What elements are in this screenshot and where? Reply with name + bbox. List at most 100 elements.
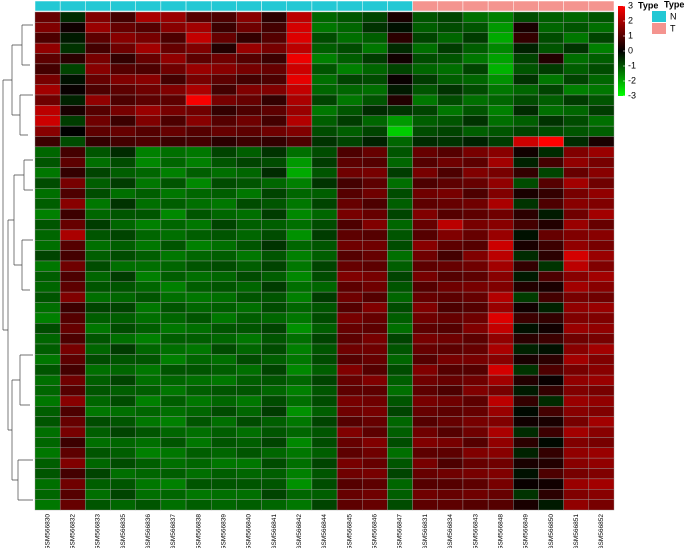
heatmap-cell <box>412 53 438 65</box>
heatmap-cell <box>513 343 539 355</box>
heatmap-cell <box>412 177 438 189</box>
heatmap-cell <box>286 250 313 262</box>
heatmap-cell <box>412 136 438 148</box>
heatmap-cell <box>311 499 338 511</box>
heatmap-cell <box>563 437 590 448</box>
heatmap-cell <box>563 219 590 231</box>
heatmap-cell <box>135 260 162 272</box>
heatmap-cell <box>588 489 615 500</box>
heatmap-cell <box>160 302 187 314</box>
heatmap-cell <box>59 42 86 54</box>
column-label: GSM566836 <box>145 514 152 548</box>
heatmap-cell <box>437 406 464 417</box>
heatmap-cell <box>563 229 590 241</box>
heatmap-cell <box>286 457 313 469</box>
heatmap-cell <box>336 395 363 407</box>
heatmap-cell <box>487 457 514 469</box>
heatmap-cell <box>211 291 237 303</box>
heatmap-cell <box>286 84 313 96</box>
heatmap-cell <box>437 250 464 262</box>
heatmap-cell <box>211 115 237 127</box>
heatmap-cell <box>336 478 363 490</box>
heatmap-cell <box>588 167 615 179</box>
heatmap-cell <box>437 188 464 199</box>
heatmap-cell <box>513 499 539 511</box>
heatmap-cell <box>387 437 413 448</box>
heatmap-cell <box>59 84 86 96</box>
heatmap-cell <box>135 74 162 85</box>
heatmap-cell <box>110 63 136 75</box>
heatmap-cell <box>236 374 262 386</box>
heatmap-cell <box>110 291 136 303</box>
heatmap-cell <box>211 385 237 397</box>
heatmap-cell <box>59 167 86 179</box>
heatmap-cell <box>538 406 564 417</box>
heatmap-cell <box>336 32 363 44</box>
heatmap-cell <box>588 333 615 345</box>
heatmap-cell <box>236 208 262 220</box>
heatmap-cell <box>34 63 61 75</box>
heatmap-cell <box>286 11 313 23</box>
heatmap-cell <box>336 42 363 54</box>
heatmap-cell <box>336 229 363 241</box>
heatmap-cell <box>135 457 162 469</box>
heatmap-cell <box>311 167 338 179</box>
annotation-cell <box>362 0 388 12</box>
heatmap-cell <box>362 354 388 365</box>
heatmap-cell <box>437 94 464 106</box>
heatmap-cell <box>336 343 363 355</box>
heatmap-cell <box>85 395 111 407</box>
heatmap-cell <box>462 291 489 303</box>
heatmap-cell <box>462 260 489 272</box>
heatmap-cell <box>362 260 388 272</box>
heatmap-cell <box>513 281 539 293</box>
heatmap-cell <box>311 229 338 241</box>
heatmap-cell <box>487 447 514 459</box>
heatmap-cell <box>59 457 86 469</box>
heatmap-cell <box>85 416 111 428</box>
heatmap-cell <box>34 115 61 127</box>
heatmap-cell <box>211 364 237 376</box>
heatmap-cell <box>513 157 539 168</box>
heatmap-cell <box>85 499 111 511</box>
heatmap-cell <box>336 188 363 199</box>
heatmap-cell <box>487 136 514 148</box>
heatmap-cell <box>160 177 187 189</box>
column-label: GSM566839 <box>221 514 228 548</box>
heatmap-cell <box>236 240 262 251</box>
heatmap-cell <box>336 302 363 314</box>
heatmap-cell <box>135 468 162 480</box>
heatmap-cell <box>412 32 438 44</box>
heatmap-cell <box>110 115 136 127</box>
heatmap-cell <box>59 312 86 324</box>
heatmap-cell <box>362 406 388 417</box>
heatmap-cell <box>236 229 262 241</box>
colorbar-title: Type <box>638 0 658 10</box>
heatmap-cell <box>513 74 539 85</box>
heatmap-cell <box>538 146 564 158</box>
heatmap-cell <box>85 302 111 314</box>
heatmap-cell <box>211 260 237 272</box>
heatmap-cell <box>387 302 413 314</box>
heatmap-cell <box>437 478 464 490</box>
heatmap-cell <box>34 291 61 303</box>
heatmap-cell <box>412 198 438 210</box>
heatmap-cell <box>160 74 187 85</box>
heatmap-cell <box>487 188 514 199</box>
annotation-cell <box>538 0 564 12</box>
heatmap-cell <box>211 271 237 282</box>
heatmap-cell <box>513 437 539 448</box>
heatmap-cell <box>336 240 363 251</box>
heatmap-cell <box>85 478 111 490</box>
heatmap-cell <box>588 281 615 293</box>
annotation-cell <box>110 0 136 12</box>
heatmap-cell <box>538 489 564 500</box>
heatmap-cell <box>34 499 61 511</box>
heatmap-cell <box>34 11 61 23</box>
heatmap-cell <box>236 323 262 334</box>
heatmap-cell <box>362 291 388 303</box>
heatmap-cell <box>261 343 287 355</box>
heatmap-cell <box>387 343 413 355</box>
heatmap-cell <box>311 42 338 54</box>
heatmap-cell <box>437 312 464 324</box>
